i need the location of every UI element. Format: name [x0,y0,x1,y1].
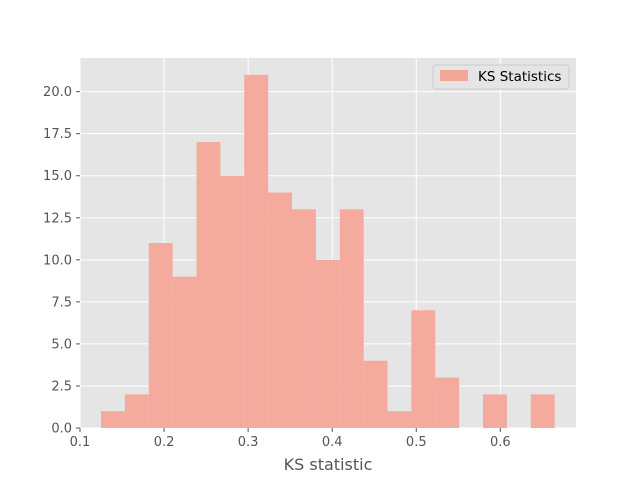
histogram-bar-12 [387,411,412,428]
y-tick-label-4: 10.0 [43,253,72,268]
histogram-bar-10 [339,209,364,428]
histogram-bar-13 [411,310,436,428]
y-tick-label-6: 15.0 [43,169,72,184]
y-tick-label-8: 20.0 [43,85,72,100]
histogram-bar-18 [530,394,555,428]
y-tick-label-5: 12.5 [43,211,72,226]
histogram-bar-11 [363,360,388,428]
histogram-bar-6 [244,74,269,429]
x-axis-label: KS statistic [284,455,373,474]
histogram-bar-2 [148,243,173,428]
legend-entry-label: KS Statistics [478,69,561,85]
x-tick-label-4: 0.5 [406,435,427,450]
histogram-bar-7 [268,192,293,428]
histogram-bars [101,74,555,429]
y-tick-label-3: 7.5 [51,295,72,310]
legend: KS Statistics [432,64,570,90]
y-tick-label-7: 17.5 [43,127,72,142]
y-axis-ticks: 0.0 2.5 5.0 7.5 10.0 12.5 15.0 17.5 20.0 [43,85,80,437]
y-tick-label-0: 0.0 [51,422,72,437]
x-tick-label-5: 0.6 [490,435,511,450]
y-tick-label-2: 5.0 [51,337,72,352]
histogram-bar-8 [292,209,316,428]
histogram-bar-16 [483,394,507,428]
x-tick-label-1: 0.2 [154,435,175,450]
y-tick-label-1: 2.5 [51,379,72,394]
histogram-bar-1 [124,394,149,428]
histogram-bar-3 [172,276,197,428]
histogram-bar-9 [315,259,340,428]
histogram-bar-5 [220,175,245,428]
histogram-bar-0 [101,411,125,428]
x-tick-label-3: 0.4 [322,435,343,450]
legend-swatch [440,70,468,81]
histogram-bar-4 [196,142,221,428]
x-axis-ticks: 0.1 0.2 0.3 0.4 0.5 0.6 [70,428,511,450]
x-tick-label-0: 0.1 [70,435,91,450]
histogram-bar-14 [435,377,460,428]
x-tick-label-2: 0.3 [238,435,259,450]
